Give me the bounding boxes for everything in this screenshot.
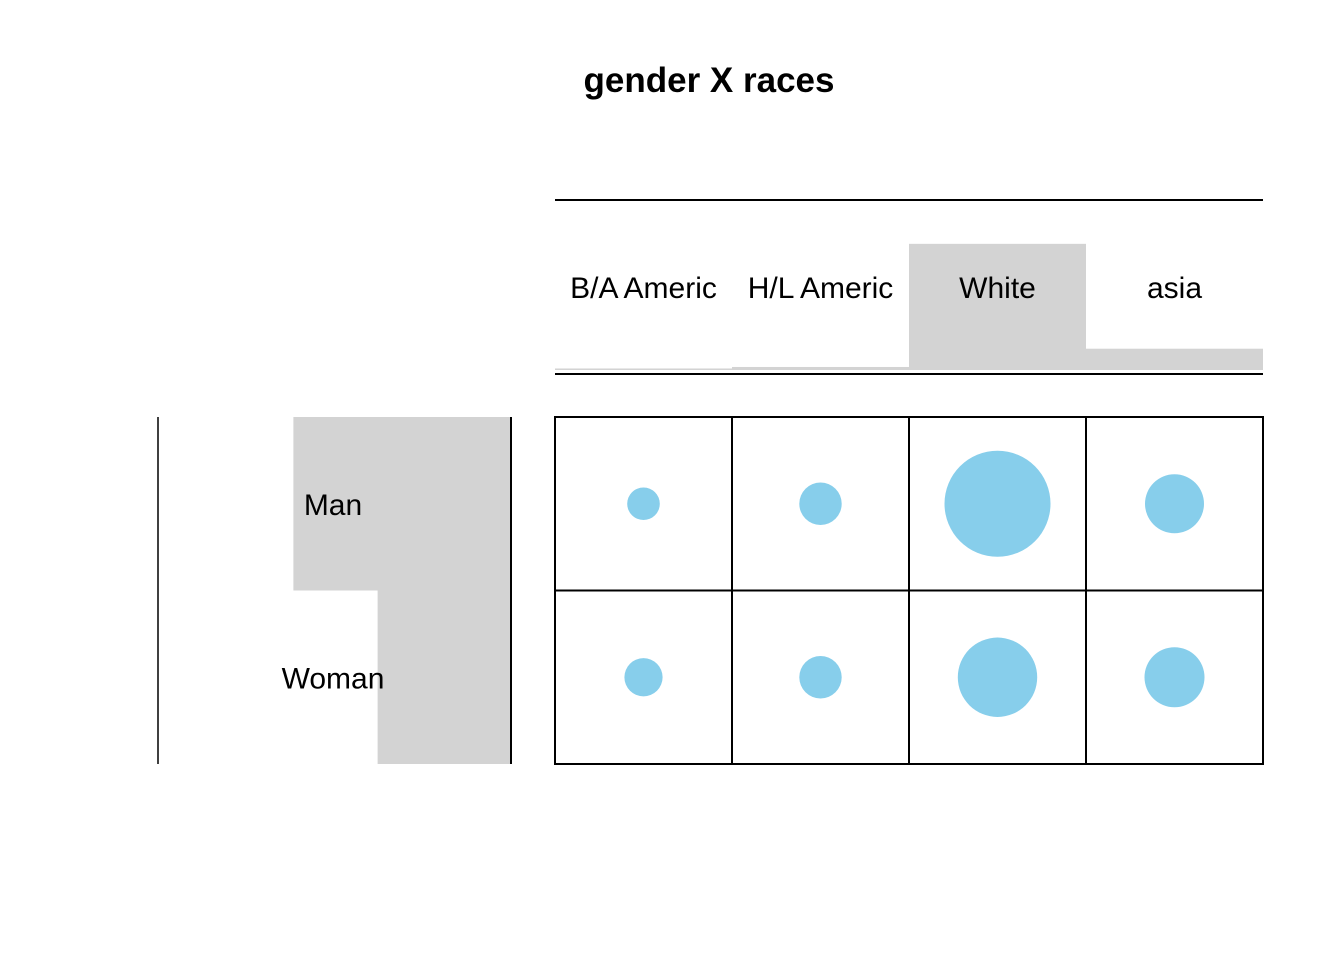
balloon-point <box>799 482 842 525</box>
chart-title: gender X races <box>584 61 835 100</box>
column-marginal-bar <box>555 368 732 370</box>
row-marginal-bar <box>377 590 511 764</box>
balloon-point <box>1145 474 1204 534</box>
balloon-point <box>627 487 660 521</box>
column-header: B/A Americ H/L Americ White asia <box>555 199 1263 375</box>
row-header: Man Woman <box>157 417 512 764</box>
column-marginal-bar <box>909 243 1086 370</box>
balloon-points <box>624 450 1205 717</box>
column-marginal-bar <box>1086 348 1263 370</box>
balloon-point <box>799 656 842 699</box>
balloon-point <box>944 450 1051 557</box>
column-label: asia <box>1147 272 1202 305</box>
row-label: Man <box>304 489 362 522</box>
column-label: White <box>959 272 1036 305</box>
row-marginal-bar <box>293 417 511 591</box>
column-label: B/A Americ <box>570 272 717 305</box>
balloon-point <box>957 637 1038 717</box>
column-label: H/L Americ <box>748 272 894 305</box>
balloon-point <box>1144 647 1205 708</box>
column-marginal-bar <box>732 366 909 370</box>
row-label: Woman <box>282 662 385 695</box>
balloon-point <box>624 658 663 697</box>
balloon-grid <box>554 416 1264 765</box>
